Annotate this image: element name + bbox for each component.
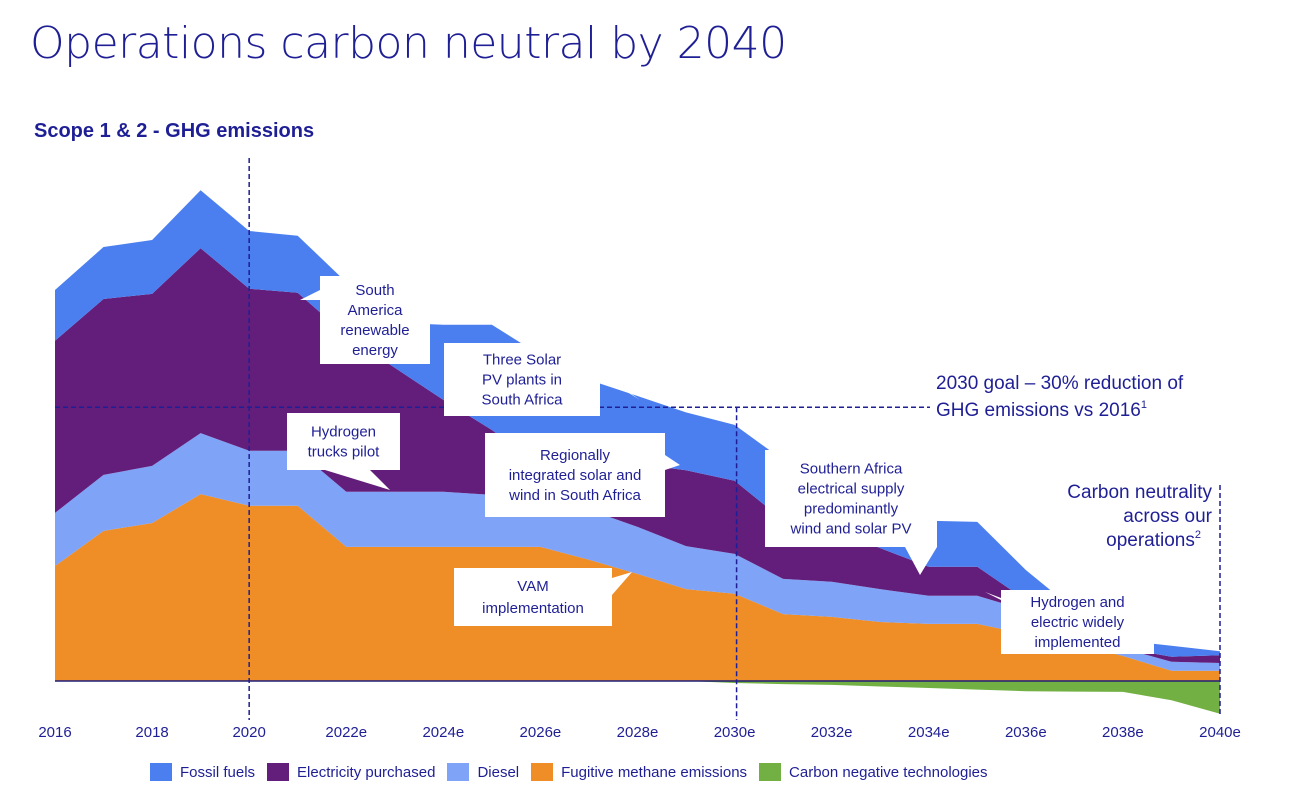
callout-text-line: wind in South Africa (508, 487, 641, 504)
callout-box (287, 413, 400, 470)
legend-swatch (531, 763, 554, 781)
legend-swatch (447, 763, 470, 781)
callout-text-line: trucks pilot (308, 444, 381, 461)
annotation-callouts: South America renewable energy Three Solar PV… (287, 276, 1154, 654)
goal-2030-label: 2030 goal – 30% reduction of (936, 373, 1184, 394)
callout-text-line: implementation (482, 600, 584, 617)
x-axis-ticks: 2016 2018 2020 2022e 2024e 2026e 2028e 2030e 203… (38, 724, 1241, 741)
callout-pointer (665, 455, 680, 470)
callout-text-line: PV plants in (482, 372, 562, 389)
callout-text-line: integrated solar and (509, 467, 642, 484)
legend-item: Carbon negative technologies (759, 763, 988, 781)
carbon-neutrality-label: across our (1123, 506, 1212, 527)
callout-pointer (985, 592, 1001, 600)
callout-text-line: energy (352, 342, 398, 359)
annotation-callout: Hydrogen trucks pilot (287, 413, 400, 490)
reference-lines (55, 158, 1221, 720)
area-fugitive-methane-emissions (55, 494, 1220, 681)
callout-text-line: electric widely (1031, 614, 1125, 631)
legend-label: Fugitive methane emissions (561, 763, 748, 781)
callout-box (1001, 590, 1154, 654)
callout-text-line: America (347, 302, 403, 319)
x-tick-label: 2040e (1199, 724, 1241, 741)
callout-box (320, 276, 430, 364)
x-tick-label: 2034e (908, 724, 950, 741)
chart-subtitle: Scope 1 & 2 - GHG emissions (34, 120, 315, 142)
legend-swatch (150, 763, 172, 781)
legend-label: Diesel (477, 763, 520, 781)
callout-text-line: South Africa (482, 392, 564, 409)
callout-text-line: Hydrogen (311, 424, 376, 441)
callout-text-line: renewable (340, 322, 409, 339)
annotation-callout: Regionally integrated solar and wind in So… (485, 433, 680, 517)
carbon-neutrality-label: Carbon neutrality (1067, 482, 1212, 503)
callout-box (444, 343, 600, 416)
carbon-neutrality-label: operations2 (1106, 529, 1201, 551)
callout-box (485, 433, 665, 517)
x-tick-label: 2016 (38, 724, 71, 741)
callout-text-line: implemented (1035, 634, 1121, 651)
legend-swatch (759, 763, 782, 781)
callout-pointer (612, 572, 632, 595)
callout-text-line: Three Solar (483, 352, 561, 369)
legend-item: Electricity purchased (267, 763, 435, 781)
x-tick-label: 2028e (617, 724, 659, 741)
callout-pointer (560, 343, 640, 400)
annotation-callout: Hydrogen and electric widely implemented (985, 590, 1154, 654)
area-carbon-negative-technologies (55, 681, 1220, 714)
legend-swatch (267, 763, 290, 781)
callout-text-line: South (355, 282, 394, 299)
callout-text-line: electrical supply (798, 481, 905, 498)
callout-text-line: predominantly (804, 501, 899, 518)
legend-label: Carbon negative technologies (789, 763, 988, 781)
callout-pointer (905, 547, 937, 575)
callout-text-line: Southern Africa (800, 461, 903, 478)
x-tick-label: 2030e (714, 724, 756, 741)
x-tick-label: 2038e (1102, 724, 1144, 741)
annotation-callout: Southern Africa electrical supply predomin… (765, 450, 937, 575)
footnote-marker: 1 (1141, 399, 1147, 411)
annotation-callout: Three Solar PV plants in South Africa (444, 343, 640, 416)
legend-item: Diesel (447, 763, 519, 781)
footnote-marker: 2 (1195, 529, 1201, 541)
legend-label: Electricity purchased (297, 763, 436, 781)
x-tick-label: 2026e (520, 724, 562, 741)
x-tick-label: 2036e (1005, 724, 1047, 741)
callout-text-line: VAM (517, 578, 548, 595)
callout-text-line: Hydrogen and (1030, 594, 1124, 611)
x-tick-label: 2024e (422, 724, 464, 741)
page-title: Operations carbon neutral by 2040 (30, 18, 787, 69)
goal-2030-label: GHG emissions vs 20161 (936, 399, 1147, 421)
annotation-callout: VAM implementation (454, 568, 632, 626)
goal-labels: 2030 goal – 30% reduction of GHG emission… (936, 373, 1213, 551)
legend-item: Fossil fuels (150, 763, 255, 781)
callout-text-line: Regionally (540, 447, 611, 464)
callout-box (454, 568, 612, 626)
callout-pointer (325, 470, 390, 490)
area-diesel (55, 433, 1220, 671)
legend-item: Fugitive methane emissions (531, 763, 747, 781)
callout-text-line: wind and solar PV (790, 521, 912, 538)
callout-pointer (300, 290, 320, 300)
x-tick-label: 2018 (135, 724, 168, 741)
callout-box (765, 450, 937, 547)
chart-legend: Fossil fuels Electricity purchased Diesel F… (150, 763, 1000, 781)
annotation-callout: South America renewable energy (300, 276, 430, 364)
legend-label: Fossil fuels (180, 763, 256, 781)
x-tick-label: 2032e (811, 724, 853, 741)
x-tick-label: 2020 (232, 724, 265, 741)
x-tick-label: 2022e (325, 724, 367, 741)
